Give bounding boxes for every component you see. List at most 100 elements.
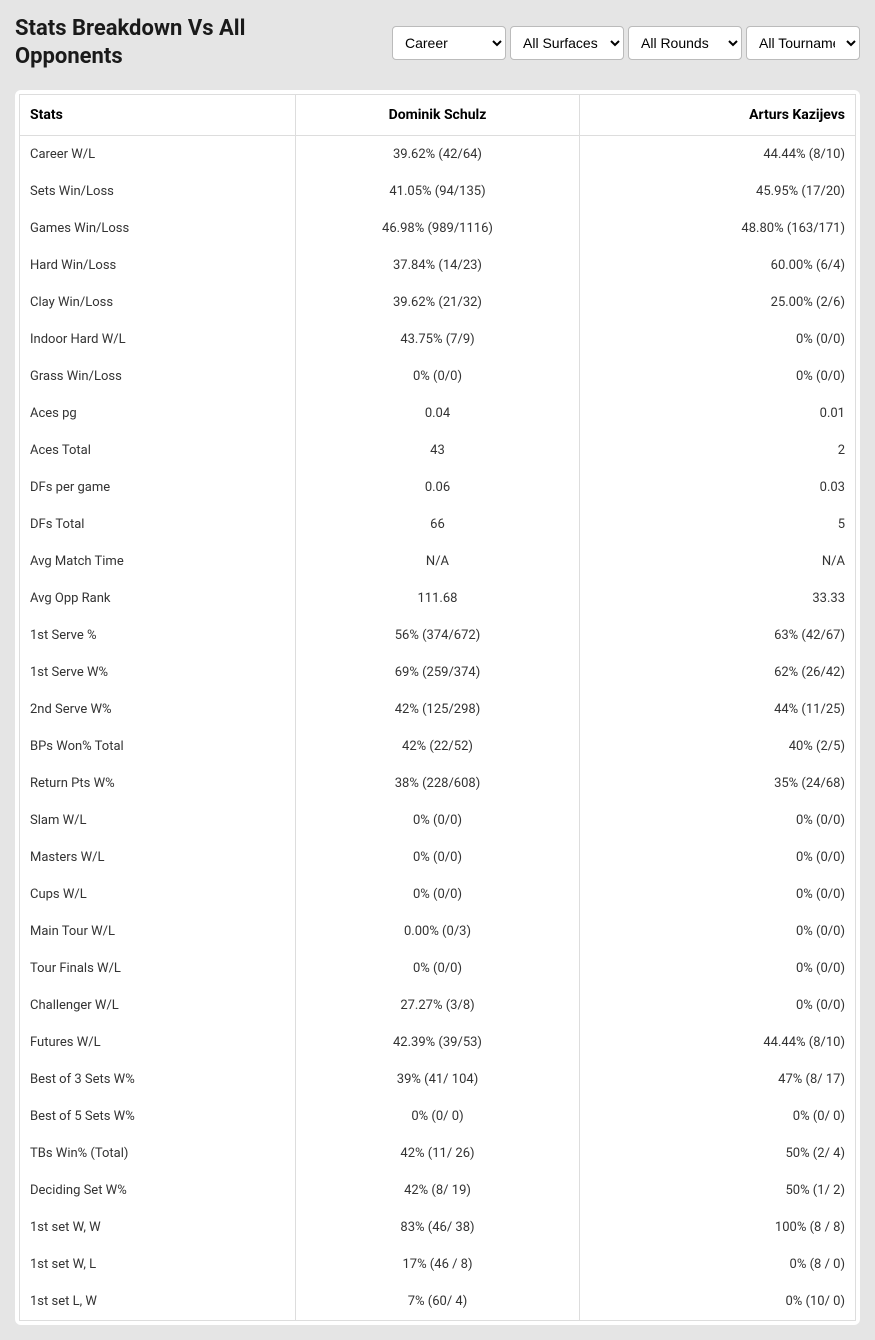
- table-row: Grass Win/Loss0% (0/0)0% (0/0): [20, 358, 856, 395]
- column-header-player2: Arturs Kazijevs: [580, 95, 856, 136]
- table-row: 1st set L, W7% (60/ 4)0% (10/ 0): [20, 1283, 856, 1321]
- stat-name-cell: Sets Win/Loss: [20, 173, 296, 210]
- player1-value-cell: 0.06: [295, 469, 579, 506]
- player2-value-cell: 5: [580, 506, 856, 543]
- player2-value-cell: 25.00% (2/6): [580, 284, 856, 321]
- table-row: BPs Won% Total42% (22/52)40% (2/5): [20, 728, 856, 765]
- table-row: Cups W/L0% (0/0)0% (0/0): [20, 876, 856, 913]
- stat-name-cell: Aces pg: [20, 395, 296, 432]
- filter-career-select[interactable]: Career: [392, 26, 506, 60]
- page-header: Stats Breakdown Vs All Opponents Career …: [15, 15, 860, 70]
- player1-value-cell: 42% (11/ 26): [295, 1135, 579, 1172]
- player1-value-cell: 38% (228/608): [295, 765, 579, 802]
- player2-value-cell: 0% (0/0): [580, 321, 856, 358]
- table-row: Avg Opp Rank111.6833.33: [20, 580, 856, 617]
- stat-name-cell: Avg Opp Rank: [20, 580, 296, 617]
- player2-value-cell: 0% (8 / 0): [580, 1246, 856, 1283]
- stats-table-container: Stats Dominik Schulz Arturs Kazijevs Car…: [15, 90, 860, 1325]
- stat-name-cell: Career W/L: [20, 136, 296, 174]
- stat-name-cell: Aces Total: [20, 432, 296, 469]
- stats-table-body: Career W/L39.62% (42/64)44.44% (8/10)Set…: [20, 136, 856, 1321]
- player2-value-cell: 0% (0/ 0): [580, 1098, 856, 1135]
- filter-rounds-select[interactable]: All Rounds: [628, 26, 742, 60]
- table-row: 1st Serve %56% (374/672)63% (42/67): [20, 617, 856, 654]
- player2-value-cell: 0% (0/0): [580, 876, 856, 913]
- player2-value-cell: 100% (8 / 8): [580, 1209, 856, 1246]
- stat-name-cell: Clay Win/Loss: [20, 284, 296, 321]
- table-row: Futures W/L42.39% (39/53)44.44% (8/10): [20, 1024, 856, 1061]
- stat-name-cell: 1st set L, W: [20, 1283, 296, 1321]
- player2-value-cell: 35% (24/68): [580, 765, 856, 802]
- stat-name-cell: BPs Won% Total: [20, 728, 296, 765]
- player1-value-cell: 111.68: [295, 580, 579, 617]
- player2-value-cell: 0% (10/ 0): [580, 1283, 856, 1321]
- stat-name-cell: Cups W/L: [20, 876, 296, 913]
- player1-value-cell: 0% (0/ 0): [295, 1098, 579, 1135]
- player1-value-cell: 69% (259/374): [295, 654, 579, 691]
- player1-value-cell: 46.98% (989/1116): [295, 210, 579, 247]
- player1-value-cell: 0% (0/0): [295, 802, 579, 839]
- player2-value-cell: 47% (8/ 17): [580, 1061, 856, 1098]
- player1-value-cell: 0.00% (0/3): [295, 913, 579, 950]
- stat-name-cell: Main Tour W/L: [20, 913, 296, 950]
- filter-surface-select[interactable]: All Surfaces: [510, 26, 624, 60]
- player2-value-cell: 60.00% (6/4): [580, 247, 856, 284]
- stat-name-cell: 1st Serve %: [20, 617, 296, 654]
- player1-value-cell: 56% (374/672): [295, 617, 579, 654]
- table-row: Clay Win/Loss39.62% (21/32)25.00% (2/6): [20, 284, 856, 321]
- stat-name-cell: Grass Win/Loss: [20, 358, 296, 395]
- table-row: Aces pg0.040.01: [20, 395, 856, 432]
- player2-value-cell: 0% (0/0): [580, 950, 856, 987]
- table-row: DFs Total665: [20, 506, 856, 543]
- table-row: Sets Win/Loss41.05% (94/135)45.95% (17/2…: [20, 173, 856, 210]
- table-row: TBs Win% (Total)42% (11/ 26)50% (2/ 4): [20, 1135, 856, 1172]
- player2-value-cell: 44.44% (8/10): [580, 136, 856, 174]
- table-row: Indoor Hard W/L43.75% (7/9)0% (0/0): [20, 321, 856, 358]
- player1-value-cell: 83% (46/ 38): [295, 1209, 579, 1246]
- table-row: Tour Finals W/L0% (0/0)0% (0/0): [20, 950, 856, 987]
- player2-value-cell: 50% (2/ 4): [580, 1135, 856, 1172]
- filter-tournaments-select[interactable]: All Tournaments: [746, 26, 860, 60]
- table-row: Deciding Set W%42% (8/ 19)50% (1/ 2): [20, 1172, 856, 1209]
- player2-value-cell: 44% (11/25): [580, 691, 856, 728]
- page-title: Stats Breakdown Vs All Opponents: [15, 15, 355, 70]
- player1-value-cell: 37.84% (14/23): [295, 247, 579, 284]
- player1-value-cell: 42% (22/52): [295, 728, 579, 765]
- stat-name-cell: Games Win/Loss: [20, 210, 296, 247]
- stat-name-cell: Best of 5 Sets W%: [20, 1098, 296, 1135]
- player1-value-cell: 43.75% (7/9): [295, 321, 579, 358]
- table-row: 2nd Serve W%42% (125/298)44% (11/25): [20, 691, 856, 728]
- player1-value-cell: 39.62% (21/32): [295, 284, 579, 321]
- column-header-player1: Dominik Schulz: [295, 95, 579, 136]
- stats-table: Stats Dominik Schulz Arturs Kazijevs Car…: [19, 94, 856, 1321]
- player2-value-cell: 0% (0/0): [580, 987, 856, 1024]
- player1-value-cell: 0% (0/0): [295, 876, 579, 913]
- table-row: Main Tour W/L0.00% (0/3)0% (0/0): [20, 913, 856, 950]
- player2-value-cell: 0% (0/0): [580, 913, 856, 950]
- stat-name-cell: 1st set W, W: [20, 1209, 296, 1246]
- table-row: Masters W/L0% (0/0)0% (0/0): [20, 839, 856, 876]
- table-row: 1st Serve W%69% (259/374)62% (26/42): [20, 654, 856, 691]
- stat-name-cell: Indoor Hard W/L: [20, 321, 296, 358]
- stat-name-cell: DFs per game: [20, 469, 296, 506]
- player1-value-cell: 66: [295, 506, 579, 543]
- stat-name-cell: Hard Win/Loss: [20, 247, 296, 284]
- player2-value-cell: 0% (0/0): [580, 839, 856, 876]
- player1-value-cell: N/A: [295, 543, 579, 580]
- player2-value-cell: 0.03: [580, 469, 856, 506]
- column-header-stats: Stats: [20, 95, 296, 136]
- stat-name-cell: Slam W/L: [20, 802, 296, 839]
- stat-name-cell: Best of 3 Sets W%: [20, 1061, 296, 1098]
- player2-value-cell: N/A: [580, 543, 856, 580]
- stat-name-cell: 2nd Serve W%: [20, 691, 296, 728]
- table-row: DFs per game0.060.03: [20, 469, 856, 506]
- player1-value-cell: 27.27% (3/8): [295, 987, 579, 1024]
- stat-name-cell: Futures W/L: [20, 1024, 296, 1061]
- player1-value-cell: 0.04: [295, 395, 579, 432]
- player2-value-cell: 33.33: [580, 580, 856, 617]
- table-row: 1st set W, L17% (46 / 8)0% (8 / 0): [20, 1246, 856, 1283]
- player1-value-cell: 0% (0/0): [295, 839, 579, 876]
- player1-value-cell: 39% (41/ 104): [295, 1061, 579, 1098]
- player2-value-cell: 48.80% (163/171): [580, 210, 856, 247]
- player2-value-cell: 0% (0/0): [580, 358, 856, 395]
